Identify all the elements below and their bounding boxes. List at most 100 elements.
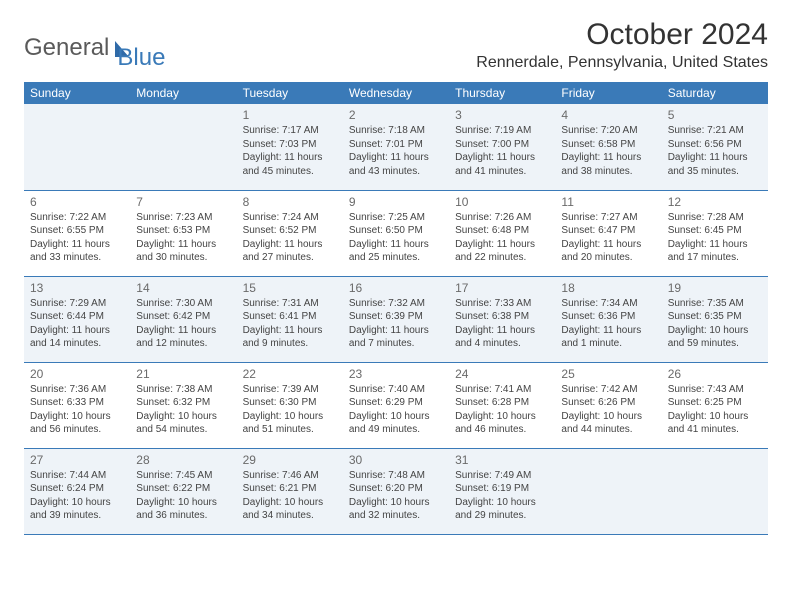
day-info-line: Sunset: 6:29 PM	[349, 396, 443, 410]
day-info-line: Daylight: 11 hours	[455, 238, 549, 252]
day-info-line: and 14 minutes.	[30, 337, 124, 351]
day-info-line: and 44 minutes.	[561, 423, 655, 437]
day-info-line: and 34 minutes.	[243, 509, 337, 523]
day-number: 2	[349, 107, 443, 123]
day-info-line: Sunrise: 7:46 AM	[243, 469, 337, 483]
day-info-line: Sunrise: 7:44 AM	[30, 469, 124, 483]
day-info-line: and 1 minute.	[561, 337, 655, 351]
calendar-day-cell: 6Sunrise: 7:22 AMSunset: 6:55 PMDaylight…	[24, 190, 130, 276]
day-info-line: Daylight: 11 hours	[668, 151, 762, 165]
calendar-day-cell: 4Sunrise: 7:20 AMSunset: 6:58 PMDaylight…	[555, 104, 661, 190]
day-info-line: Daylight: 11 hours	[136, 238, 230, 252]
day-info-line: and 35 minutes.	[668, 165, 762, 179]
day-info-line: Sunrise: 7:27 AM	[561, 211, 655, 225]
day-info-line: Daylight: 11 hours	[243, 324, 337, 338]
calendar-table: Sunday Monday Tuesday Wednesday Thursday…	[24, 82, 768, 535]
day-info-line: and 30 minutes.	[136, 251, 230, 265]
day-info-line: and 22 minutes.	[455, 251, 549, 265]
day-info-line: Sunset: 6:47 PM	[561, 224, 655, 238]
day-number: 1	[243, 107, 337, 123]
day-info-line: and 36 minutes.	[136, 509, 230, 523]
calendar-day-cell: 15Sunrise: 7:31 AMSunset: 6:41 PMDayligh…	[237, 276, 343, 362]
day-info-line: Sunrise: 7:48 AM	[349, 469, 443, 483]
day-number: 5	[668, 107, 762, 123]
day-info-line: Sunrise: 7:31 AM	[243, 297, 337, 311]
calendar-day-cell: 21Sunrise: 7:38 AMSunset: 6:32 PMDayligh…	[130, 362, 236, 448]
day-info-line: Daylight: 10 hours	[30, 410, 124, 424]
logo-text-blue: Blue	[117, 44, 165, 72]
calendar-day-cell: 7Sunrise: 7:23 AMSunset: 6:53 PMDaylight…	[130, 190, 236, 276]
day-info-line: and 7 minutes.	[349, 337, 443, 351]
day-info-line: Daylight: 11 hours	[30, 324, 124, 338]
day-info-line: Sunset: 6:22 PM	[136, 482, 230, 496]
day-info-line: Sunrise: 7:29 AM	[30, 297, 124, 311]
day-info-line: Sunset: 6:56 PM	[668, 138, 762, 152]
day-info-line: Sunset: 6:33 PM	[30, 396, 124, 410]
calendar-day-cell	[24, 104, 130, 190]
calendar-week-row: 27Sunrise: 7:44 AMSunset: 6:24 PMDayligh…	[24, 448, 768, 534]
day-info-line: and 49 minutes.	[349, 423, 443, 437]
day-info-line: Sunset: 6:44 PM	[30, 310, 124, 324]
day-info-line: Sunrise: 7:19 AM	[455, 124, 549, 138]
day-number: 15	[243, 280, 337, 296]
day-number: 22	[243, 366, 337, 382]
day-info-line: Sunset: 6:30 PM	[243, 396, 337, 410]
calendar-day-cell: 22Sunrise: 7:39 AMSunset: 6:30 PMDayligh…	[237, 362, 343, 448]
day-info-line: Daylight: 11 hours	[349, 151, 443, 165]
day-info-line: Sunset: 6:45 PM	[668, 224, 762, 238]
day-info-line: Sunrise: 7:35 AM	[668, 297, 762, 311]
day-info-line: Sunrise: 7:38 AM	[136, 383, 230, 397]
day-info-line: Sunset: 6:50 PM	[349, 224, 443, 238]
day-info-line: Sunset: 6:42 PM	[136, 310, 230, 324]
day-info-line: Sunset: 6:20 PM	[349, 482, 443, 496]
day-info-line: Sunrise: 7:25 AM	[349, 211, 443, 225]
day-info-line: and 27 minutes.	[243, 251, 337, 265]
day-info-line: Sunrise: 7:34 AM	[561, 297, 655, 311]
day-info-line: Daylight: 10 hours	[243, 496, 337, 510]
logo-text-general: General	[24, 34, 109, 62]
day-info-line: Daylight: 10 hours	[136, 410, 230, 424]
day-info-line: Daylight: 10 hours	[455, 410, 549, 424]
day-info-line: Daylight: 10 hours	[349, 410, 443, 424]
day-info-line: and 20 minutes.	[561, 251, 655, 265]
calendar-day-cell: 10Sunrise: 7:26 AMSunset: 6:48 PMDayligh…	[449, 190, 555, 276]
day-number: 20	[30, 366, 124, 382]
day-info-line: Sunset: 7:01 PM	[349, 138, 443, 152]
calendar-day-cell: 3Sunrise: 7:19 AMSunset: 7:00 PMDaylight…	[449, 104, 555, 190]
day-info-line: and 39 minutes.	[30, 509, 124, 523]
day-info-line: Daylight: 11 hours	[455, 324, 549, 338]
day-info-line: and 17 minutes.	[668, 251, 762, 265]
day-info-line: Sunset: 6:39 PM	[349, 310, 443, 324]
day-info-line: Daylight: 10 hours	[349, 496, 443, 510]
day-info-line: Sunrise: 7:17 AM	[243, 124, 337, 138]
day-info-line: Sunset: 6:21 PM	[243, 482, 337, 496]
header: General Blue October 2024 Rennerdale, Pe…	[24, 18, 768, 72]
calendar-day-cell: 23Sunrise: 7:40 AMSunset: 6:29 PMDayligh…	[343, 362, 449, 448]
day-info-line: Sunset: 6:35 PM	[668, 310, 762, 324]
calendar-day-cell: 8Sunrise: 7:24 AMSunset: 6:52 PMDaylight…	[237, 190, 343, 276]
day-info-line: Daylight: 11 hours	[349, 238, 443, 252]
calendar-day-cell: 27Sunrise: 7:44 AMSunset: 6:24 PMDayligh…	[24, 448, 130, 534]
calendar-week-row: 20Sunrise: 7:36 AMSunset: 6:33 PMDayligh…	[24, 362, 768, 448]
calendar-day-cell: 2Sunrise: 7:18 AMSunset: 7:01 PMDaylight…	[343, 104, 449, 190]
day-info-line: and 4 minutes.	[455, 337, 549, 351]
day-info-line: and 43 minutes.	[349, 165, 443, 179]
calendar-day-cell: 5Sunrise: 7:21 AMSunset: 6:56 PMDaylight…	[662, 104, 768, 190]
day-info-line: and 25 minutes.	[349, 251, 443, 265]
day-info-line: and 38 minutes.	[561, 165, 655, 179]
day-info-line: and 32 minutes.	[349, 509, 443, 523]
day-info-line: Sunset: 7:03 PM	[243, 138, 337, 152]
day-info-line: Daylight: 10 hours	[668, 324, 762, 338]
day-info-line: Daylight: 10 hours	[455, 496, 549, 510]
day-header: Sunday	[24, 82, 130, 104]
calendar-day-cell: 14Sunrise: 7:30 AMSunset: 6:42 PMDayligh…	[130, 276, 236, 362]
day-info-line: Daylight: 10 hours	[136, 496, 230, 510]
day-number: 25	[561, 366, 655, 382]
day-info-line: Sunset: 6:26 PM	[561, 396, 655, 410]
day-info-line: and 41 minutes.	[668, 423, 762, 437]
day-info-line: Daylight: 11 hours	[668, 238, 762, 252]
day-info-line: Sunrise: 7:49 AM	[455, 469, 549, 483]
day-info-line: Sunrise: 7:23 AM	[136, 211, 230, 225]
day-header: Saturday	[662, 82, 768, 104]
day-info-line: Sunrise: 7:20 AM	[561, 124, 655, 138]
